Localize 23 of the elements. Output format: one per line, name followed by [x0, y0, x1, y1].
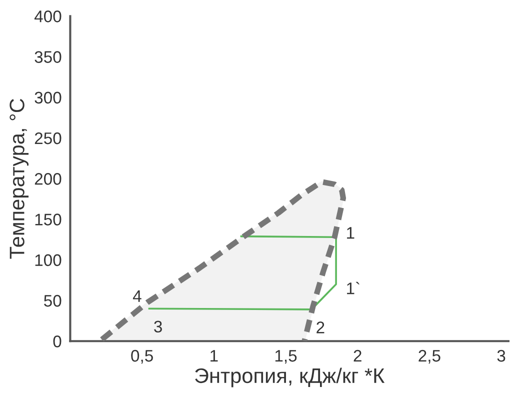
y-tick-label: 200: [34, 173, 62, 185]
y-tick-label: 350: [34, 51, 62, 63]
x-tick-label: 0,5: [131, 350, 153, 364]
y-tick-label: 0: [53, 336, 62, 348]
x-tick-label: 1,5: [275, 350, 297, 364]
annotation: 4: [132, 290, 142, 302]
x-tick-label: 3: [497, 350, 506, 362]
x-tick-label: 2: [354, 350, 362, 362]
y-tick-label: 150: [35, 214, 62, 226]
annotation: 3: [154, 320, 162, 333]
y-tick-label: 300: [34, 92, 62, 104]
y-tick-label: 400: [34, 10, 62, 22]
x-tick-label: 2,5: [418, 350, 440, 364]
annotation: 1`: [347, 282, 360, 294]
y-tick-label: 250: [34, 132, 62, 144]
x-tick-label: 1: [210, 350, 218, 362]
x-axis-title: Энтропия, кДж/кг *К: [195, 368, 385, 388]
y-axis-title: Температура, °C: [10, 98, 29, 259]
y-tick-label: 100: [35, 254, 62, 266]
annotation: 2: [316, 322, 324, 334]
annotation: 1: [347, 227, 354, 239]
y-tick-label: 50: [44, 294, 62, 307]
line-series: [148, 235, 337, 310]
